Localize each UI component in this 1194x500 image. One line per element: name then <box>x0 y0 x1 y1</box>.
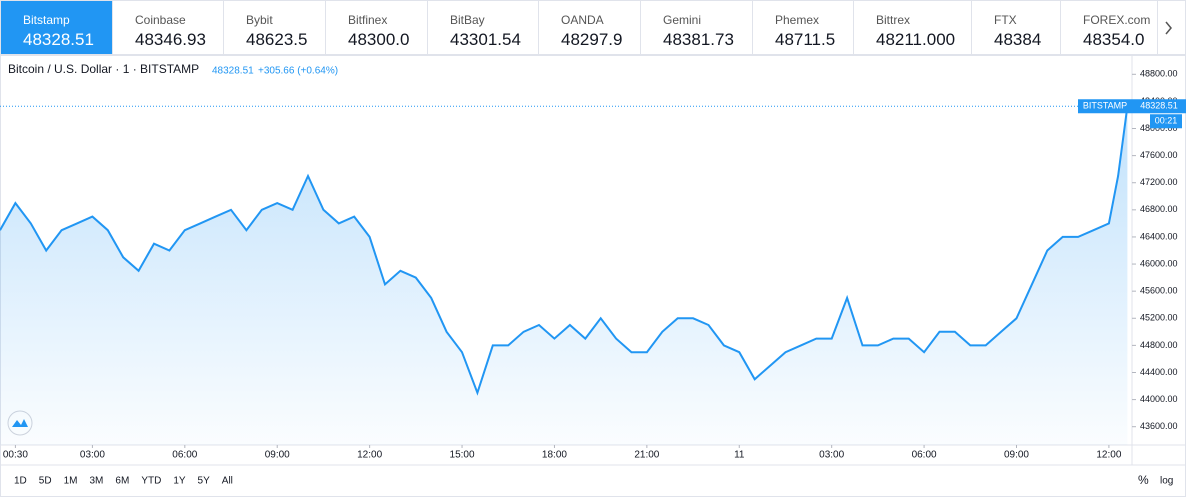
exchange-tab[interactable]: Bitfinex 48300.0 <box>326 1 428 54</box>
exchange-tab[interactable]: Bittrex 48211.000 <box>854 1 972 54</box>
range-button[interactable]: YTD <box>141 476 161 487</box>
exchange-name: Bitfinex <box>348 13 388 27</box>
x-tick-label: 00:30 <box>3 450 28 461</box>
exchange-price: 43301.54 <box>450 30 521 49</box>
x-tick-label: 06:00 <box>912 450 937 461</box>
exchange-price: 48297.9 <box>561 30 623 49</box>
y-tick-label: 44400.00 <box>1140 367 1178 377</box>
y-tick-label: 45200.00 <box>1140 313 1178 323</box>
exchange-name: FOREX.com <box>1083 13 1151 27</box>
countdown-bg <box>1150 114 1182 129</box>
x-tick-label: 09:00 <box>265 450 290 461</box>
exchange-tab[interactable]: Coinbase 48346.93 <box>113 1 224 54</box>
exchange-price: 48328.51 <box>23 30 94 49</box>
header-price: 48328.51 <box>212 66 254 77</box>
price-line <box>0 106 1129 396</box>
range-button[interactable]: All <box>222 476 233 487</box>
range-button[interactable]: 5D <box>39 476 52 487</box>
exchange-tab[interactable]: Bitstamp 48328.51 <box>1 1 113 54</box>
range-button[interactable]: 1M <box>64 476 78 487</box>
exchange-price: 48711.5 <box>775 30 836 49</box>
y-tick-label: 44000.00 <box>1140 394 1178 404</box>
x-tick-label: 15:00 <box>450 450 475 461</box>
exchange-name: Gemini <box>663 13 702 27</box>
exchange-tab[interactable]: Bybit 48623.5 <box>224 1 326 54</box>
y-tick-label: 46800.00 <box>1140 204 1178 214</box>
y-tick-label: 46400.00 <box>1140 231 1178 241</box>
exchange-name: BitBay <box>450 13 485 27</box>
y-tick-label: 47200.00 <box>1140 177 1178 187</box>
y-tick-label: 44800.00 <box>1140 340 1178 350</box>
range-button[interactable]: 5Y <box>198 476 211 487</box>
exchange-price: 48211.000 <box>876 30 956 49</box>
exchange-name: OANDA <box>561 13 604 27</box>
exchange-name: Bybit <box>246 13 273 27</box>
x-tick-label: 18:00 <box>542 450 567 461</box>
x-tick-label: 09:00 <box>1004 450 1029 461</box>
header-change: +305.66 (+0.64%) <box>258 66 338 77</box>
range-button[interactable]: 1D <box>14 476 27 487</box>
exchange-tab[interactable]: BitBay 43301.54 <box>428 1 539 54</box>
exchange-price: 48384 <box>994 30 1042 49</box>
x-tick-label: 12:00 <box>357 450 382 461</box>
x-tick-label: 03:00 <box>819 450 844 461</box>
exchange-name: Phemex <box>775 13 820 27</box>
y-tick-label: 46000.00 <box>1140 258 1178 268</box>
scale-button[interactable]: % <box>1138 473 1149 487</box>
tabs-next-arrow[interactable] <box>1165 21 1172 35</box>
exchange-tab[interactable]: FOREX.com 48354.0 <box>1061 1 1158 54</box>
y-tick-label: 45600.00 <box>1140 286 1178 296</box>
exchange-tab[interactable]: Gemini 48381.73 <box>641 1 753 54</box>
exchange-price: 48354.0 <box>1083 30 1145 49</box>
exchange-tab[interactable]: FTX 48384 <box>972 1 1061 54</box>
x-tick-label: 11 <box>734 450 745 461</box>
exchange-name: Bittrex <box>876 13 911 27</box>
exchange-tab[interactable]: Phemex 48711.5 <box>753 1 854 54</box>
last-price-tag: 48328.51 <box>1140 101 1178 111</box>
countdown: 00:21 <box>1155 116 1178 126</box>
exchange-price: 48300.0 <box>348 30 410 49</box>
exchange-name: Coinbase <box>135 13 186 27</box>
area-fill <box>0 106 1128 446</box>
exchange-price: 48346.93 <box>135 30 206 49</box>
range-button[interactable]: 6M <box>115 476 129 487</box>
exchange-tabs: Bitstamp 48328.51 Coinbase 48346.93 Bybit 486… <box>0 0 1186 55</box>
y-tick-label: 48800.00 <box>1140 69 1178 79</box>
y-tick-label: 47600.00 <box>1140 150 1178 160</box>
chart-title: Bitcoin / U.S. Dollar · 1 · BITSTAMP <box>8 62 199 76</box>
x-tick-label: 21:00 <box>634 450 659 461</box>
y-tick-label: 43600.00 <box>1140 421 1178 431</box>
exchange-name: FTX <box>994 13 1017 27</box>
symbol-tag: BITSTAMP <box>1083 101 1127 111</box>
exchange-price: 48381.73 <box>663 30 734 49</box>
x-tick-label: 03:00 <box>80 450 105 461</box>
last-price-tag-bg <box>1132 99 1186 114</box>
exchange-name: Bitstamp <box>23 13 70 27</box>
exchange-tab[interactable]: OANDA 48297.9 <box>539 1 641 54</box>
exchange-price: 48623.5 <box>246 30 308 49</box>
range-button[interactable]: 3M <box>90 476 104 487</box>
symbol-tag-bg <box>1078 99 1132 114</box>
scale-button[interactable]: log <box>1160 476 1173 487</box>
x-tick-label: 06:00 <box>172 450 197 461</box>
x-tick-label: 12:00 <box>1096 450 1121 461</box>
range-button[interactable]: 1Y <box>173 476 186 487</box>
